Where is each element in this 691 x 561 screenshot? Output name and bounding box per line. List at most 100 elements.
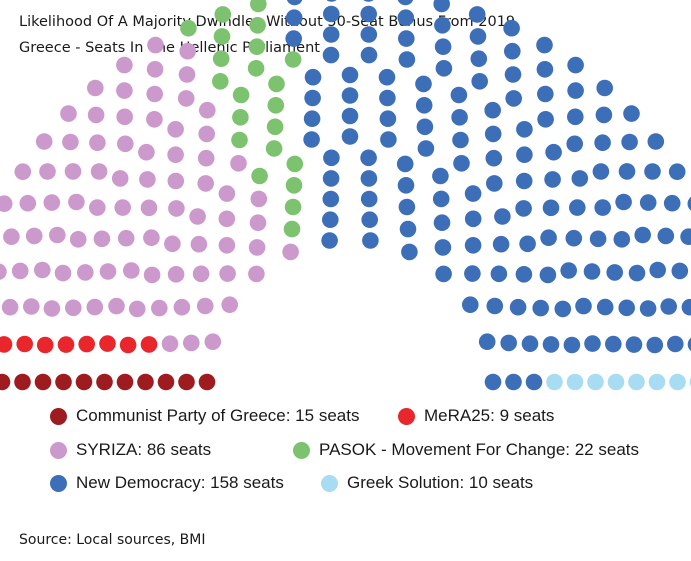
- seat-syriza: [117, 135, 134, 153]
- seat-greek-solution: [648, 373, 666, 391]
- seat-new-democracy: [379, 89, 396, 107]
- seat-syriza: [197, 175, 214, 192]
- seat-syriza: [230, 155, 247, 172]
- seat-syriza: [25, 227, 43, 245]
- seat-new-democracy: [583, 263, 601, 280]
- seat-greek-solution: [587, 373, 604, 391]
- seat-new-democracy: [303, 110, 321, 127]
- seat-new-democracy: [486, 297, 504, 315]
- seat-syriza: [167, 146, 184, 163]
- seat-syriza: [250, 190, 268, 208]
- seat-syriza: [111, 170, 129, 187]
- legend-label-pasok: PASOK - Movement For Change: 22 seats: [319, 440, 639, 459]
- seat-new-democracy: [618, 299, 635, 317]
- legend-label-syriza: SYRIZA: 86 seats: [76, 440, 212, 459]
- seat-syriza: [117, 229, 135, 247]
- seat-new-democracy: [360, 190, 378, 208]
- seat-new-democracy: [433, 214, 451, 231]
- seat-new-democracy: [663, 194, 681, 212]
- seat-new-democracy: [504, 66, 522, 83]
- seat-new-democracy: [680, 228, 691, 245]
- seat-new-democracy: [468, 6, 486, 23]
- seat-new-democracy: [363, 0, 374, 2]
- seat-new-democracy: [362, 232, 379, 249]
- seat-new-democracy: [536, 61, 554, 78]
- seat-syriza: [14, 163, 32, 180]
- seat-mera25: [57, 336, 75, 353]
- seat-new-democracy: [434, 38, 452, 55]
- seat-syriza: [151, 299, 168, 317]
- seat-new-democracy: [304, 68, 322, 86]
- seat-syriza: [196, 297, 214, 315]
- seat-new-democracy: [415, 75, 432, 93]
- seat-syriza: [167, 266, 185, 283]
- seat-new-democracy: [304, 89, 321, 107]
- seat-syriza: [86, 298, 104, 316]
- seat-new-democracy: [575, 297, 592, 315]
- seat-new-democracy: [286, 0, 303, 6]
- seat-new-democracy: [505, 90, 522, 107]
- seat-greek-solution: [566, 373, 584, 391]
- seat-new-democracy: [660, 298, 677, 315]
- seat-syriza: [43, 194, 61, 211]
- seat-mera25: [119, 336, 137, 354]
- seat-pasok-movement-for-change: [250, 0, 267, 13]
- seat-syriza: [178, 66, 196, 83]
- seat-new-democracy: [623, 105, 640, 122]
- legend-swatch-kke: [50, 407, 67, 425]
- seat-new-democracy: [360, 170, 378, 187]
- seat-syriza: [108, 297, 125, 315]
- seat-new-democracy: [521, 335, 539, 353]
- seat-syriza: [167, 121, 184, 138]
- legend-swatch-syriza: [50, 441, 67, 459]
- seat-pasok-movement-for-change: [284, 198, 302, 216]
- seat-new-democracy: [519, 235, 536, 253]
- seat-syriza: [218, 185, 236, 202]
- seat-new-democracy: [544, 171, 561, 188]
- seat-pasok-movement-for-change: [251, 167, 268, 185]
- seat-syriza: [19, 194, 37, 212]
- seat-syriza: [218, 237, 236, 254]
- seat-syriza: [139, 171, 156, 188]
- seat-syriza: [35, 133, 53, 150]
- seat-new-democracy: [639, 194, 657, 211]
- seat-new-democracy: [628, 264, 646, 282]
- seat-syriza: [87, 106, 105, 124]
- seat-new-democracy: [379, 110, 397, 127]
- seat-syriza: [221, 296, 238, 314]
- seat-new-democracy: [360, 5, 378, 23]
- seat-syriza: [116, 108, 133, 126]
- seat-new-democracy: [378, 68, 396, 86]
- seat-syriza: [90, 163, 108, 180]
- seat-new-democracy: [397, 0, 414, 6]
- seat-communist-party-of-greece: [137, 373, 154, 391]
- seat-syriza: [218, 210, 236, 228]
- seat-new-democracy: [560, 262, 577, 279]
- seat-syriza: [204, 333, 222, 351]
- seat-new-democracy: [341, 107, 359, 125]
- seat-communist-party-of-greece: [14, 373, 31, 391]
- seat-new-democracy: [567, 56, 584, 74]
- seat-new-democracy: [596, 79, 613, 97]
- seat-new-democracy: [451, 109, 468, 126]
- seat-new-democracy: [326, 0, 337, 2]
- seat-pasok-movement-for-change: [266, 118, 284, 136]
- seat-mera25: [36, 336, 54, 354]
- seat-new-democracy: [657, 227, 675, 245]
- seat-new-democracy: [341, 87, 359, 104]
- seat-new-democracy: [303, 131, 320, 148]
- seat-new-democracy: [606, 264, 623, 281]
- seat-syriza: [248, 239, 266, 256]
- seat-new-democracy: [398, 30, 415, 47]
- seat-new-democracy: [594, 134, 611, 151]
- seat-mera25: [78, 335, 95, 353]
- source-note: Source: Local sources, BMI: [19, 532, 206, 548]
- seat-syriza: [192, 265, 210, 283]
- seat-syriza: [168, 200, 185, 217]
- seat-new-democracy: [594, 199, 611, 216]
- seat-new-democracy: [618, 163, 636, 180]
- seat-new-democracy: [592, 163, 610, 180]
- seat-syriza: [68, 193, 85, 211]
- seat-new-democracy: [432, 167, 449, 185]
- seat-new-democracy: [322, 190, 340, 208]
